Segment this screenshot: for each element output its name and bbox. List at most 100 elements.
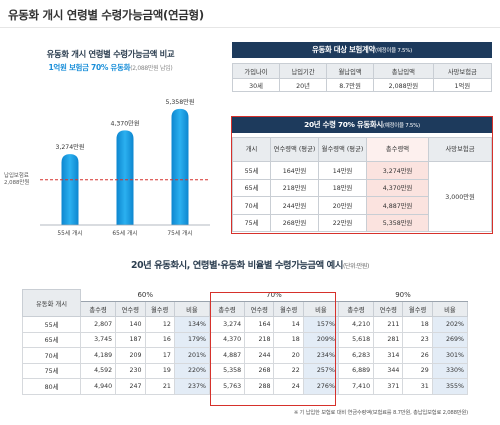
contract-cell: 2,088만원 <box>373 78 434 92</box>
ratio-value-cell: 3,274 <box>208 316 246 333</box>
ratio-value-cell: 16 <box>144 331 175 348</box>
ratio-value-cell: 4,210 <box>337 316 375 333</box>
ratio-title-note: (단위:만원) <box>342 263 369 270</box>
conversion-monthly: 18만원 <box>318 178 367 197</box>
ratio-value-cell: 18 <box>273 331 304 348</box>
ratio-value-cell: 26 <box>402 347 433 364</box>
ratio-subheader: 비율 <box>302 301 339 317</box>
ratio-group-60: 60% <box>80 289 210 302</box>
ratio-value-cell: 4,940 <box>79 378 117 395</box>
conversion-annual: 268만원 <box>270 213 319 232</box>
ratio-subheader: 총수령 <box>79 301 117 317</box>
contract-cell: 20년 <box>279 78 328 92</box>
contract-col-total: 총납입액 <box>373 63 434 79</box>
bar-value-label: 3,274만원 <box>55 143 84 151</box>
contract-header: 유동화 대상 보험계약(예정이율 7.5%) <box>232 42 492 58</box>
ratio-value-cell: 247 <box>115 378 146 395</box>
chart-bar <box>171 108 189 225</box>
ratio-value-cell: 2,807 <box>79 316 117 333</box>
chart-bar <box>61 154 79 225</box>
ratio-value-cell: 314 <box>373 347 404 364</box>
ratio-value-cell: 5,763 <box>208 378 246 395</box>
ratio-value-cell: 371 <box>373 378 404 395</box>
footnote: ※ 기 납입한 보험료 대비 연금수령액(보험료를 8.7만원, 총납입보험료 … <box>294 408 468 416</box>
conversion-title-note: (예정이율 7.5%) <box>382 123 420 129</box>
ratio-value-cell: 4,189 <box>79 347 117 364</box>
ratio-subheader: 연수령 <box>244 301 275 317</box>
contract-cell: 1억원 <box>432 78 493 92</box>
chart-title: 유동화 개시 연령별 수령가능금액 비교 <box>46 49 175 59</box>
reference-label: 납입보험료 <box>4 171 29 179</box>
ratio-value-cell: 4,370 <box>208 331 246 348</box>
ratio-percent-cell: 355% <box>431 378 469 395</box>
ratio-age-cell: 80세 <box>22 378 81 395</box>
ratio-percent-cell: 201% <box>173 347 210 364</box>
ratio-value-cell: 187 <box>115 331 146 348</box>
ratio-percent-cell: 234% <box>302 347 339 364</box>
contract-col-monthly: 월납입액 <box>326 63 375 79</box>
ratio-value-cell: 31 <box>402 378 433 395</box>
ratio-value-cell: 140 <box>115 316 146 333</box>
reference-label: 2,088만원 <box>4 178 29 186</box>
ratio-value-cell: 18 <box>402 316 433 333</box>
ratio-table-row: 65세 3,745 187 16 179% 4,370 218 18 209% 5,618 281 2… <box>22 331 469 348</box>
ratio-subheader: 연수령 <box>373 301 404 317</box>
conversion-monthly: 14만원 <box>318 161 367 180</box>
conversion-total: 4,370만원 <box>366 178 429 197</box>
chart-bar <box>116 130 134 225</box>
ratio-subheader: 비율 <box>431 301 469 317</box>
conversion-monthly: 22만원 <box>318 213 367 232</box>
ratio-percent-cell: 157% <box>302 316 339 333</box>
conversion-col-monthly: 월수령액 (평균) <box>318 137 367 162</box>
contract-cell: 8.7만원 <box>326 78 375 92</box>
ratio-subheader: 총수령 <box>208 301 246 317</box>
ratio-value-cell: 6,889 <box>337 362 375 379</box>
contract-col-death: 사망보험금 <box>432 63 493 79</box>
conversion-age: 65세 <box>232 178 271 197</box>
ratio-table: 유동화 개시 60% 70% 90% 총수령 연수령 월수령 비율 총수령 연수령 월수령 비… <box>22 289 469 395</box>
ratio-value-cell: 29 <box>402 362 433 379</box>
ratio-value-cell: 218 <box>244 331 275 348</box>
ratio-value-cell: 164 <box>244 316 275 333</box>
ratio-table-row: 55세 2,807 140 12 134% 3,274 164 14 157% 4,210 211 1… <box>22 316 469 333</box>
ratio-percent-cell: 269% <box>431 331 469 348</box>
contract-col-age: 가입나이 <box>231 63 281 79</box>
conversion-col-total: 총수령액 <box>366 137 429 162</box>
ratio-subheader: 비율 <box>173 301 210 317</box>
ratio-table-row: 75세 4,592 230 19 220% 5,358 268 22 257% 6,889 344 2… <box>22 362 469 379</box>
ratio-value-cell: 209 <box>115 347 146 364</box>
ratio-percent-cell: 257% <box>302 362 339 379</box>
ratio-value-cell: 19 <box>144 362 175 379</box>
conversion-annual: 164만원 <box>270 161 319 180</box>
ratio-table-row: 80세 4,940 247 21 237% 5,763 288 24 276% 7,410 371 3… <box>22 378 469 395</box>
conversion-col-death: 사망보험금 <box>428 137 492 162</box>
bar-category-label: 55세 개시 <box>57 229 82 237</box>
ratio-percent-cell: 237% <box>173 378 210 395</box>
contract-title-note: (예정이율 7.5%) <box>375 48 412 54</box>
ratio-value-cell: 7,410 <box>337 378 375 395</box>
conversion-total: 3,274만원 <box>366 161 429 180</box>
ratio-age-cell: 55세 <box>22 316 81 333</box>
ratio-percent-cell: 276% <box>302 378 339 395</box>
ratio-title-text: 20년 유동화시, 연령별·유동화 비율별 수령가능금액 예시 <box>131 260 343 271</box>
ratio-age-cell: 70세 <box>22 347 81 364</box>
ratio-value-cell: 21 <box>144 378 175 395</box>
conversion-age: 75세 <box>232 213 271 232</box>
ratio-row-header: 유동화 개시 <box>22 289 81 317</box>
contract-col-period: 납입기간 <box>279 63 328 79</box>
ratio-subheader: 총수령 <box>337 301 375 317</box>
conversion-age: 70세 <box>232 196 271 215</box>
ratio-value-cell: 17 <box>144 347 175 364</box>
ratio-value-cell: 268 <box>244 362 275 379</box>
ratio-value-cell: 24 <box>273 378 304 395</box>
ratio-value-cell: 22 <box>273 362 304 379</box>
conversion-annual: 244만원 <box>270 196 319 215</box>
bar-category-label: 75세 개시 <box>167 229 192 237</box>
chart-subtitle: 1억원 보험금 70% 유동화(2,088만원 납입) <box>8 62 213 73</box>
ratio-percent-cell: 202% <box>431 316 469 333</box>
ratio-group-90: 90% <box>338 289 468 302</box>
ratio-value-cell: 344 <box>373 362 404 379</box>
ratio-value-cell: 4,887 <box>208 347 246 364</box>
conversion-total: 4,887만원 <box>366 196 429 215</box>
bar-category-label: 65세 개시 <box>112 229 137 237</box>
